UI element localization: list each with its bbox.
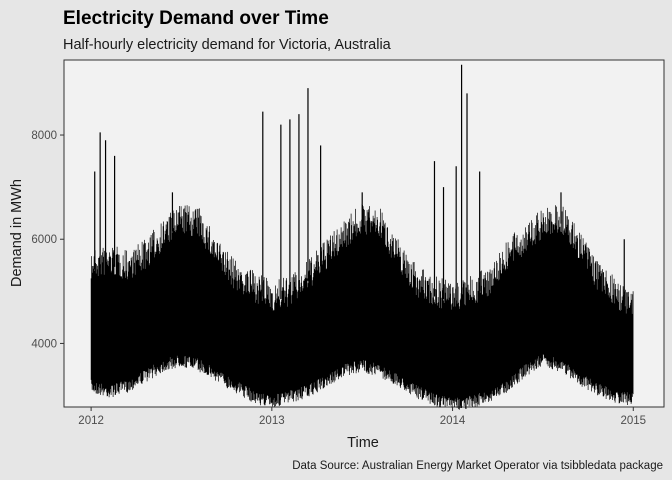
y-tick-label: 4000 (31, 338, 57, 350)
y-axis-title: Demand in MWh (9, 179, 25, 287)
y-axis: 4000 6000 8000 (31, 130, 64, 350)
x-tick-label: 2014 (440, 415, 466, 427)
x-axis: 2012 2013 2014 2015 (78, 407, 646, 427)
demand-line (90, 203, 634, 410)
x-tick-label: 2012 (78, 415, 104, 427)
y-tick-label: 6000 (31, 234, 57, 246)
chart-caption: Data Source: Australian Energy Market Op… (292, 460, 663, 472)
x-tick-label: 2015 (620, 415, 646, 427)
chart-title: Electricity Demand over Time (63, 8, 329, 29)
chart-subtitle: Half-hourly electricity demand for Victo… (63, 37, 392, 53)
demand-series (90, 64, 634, 410)
x-axis-title: Time (347, 435, 379, 451)
x-tick-label: 2013 (259, 415, 285, 427)
y-tick-label: 8000 (31, 130, 57, 142)
